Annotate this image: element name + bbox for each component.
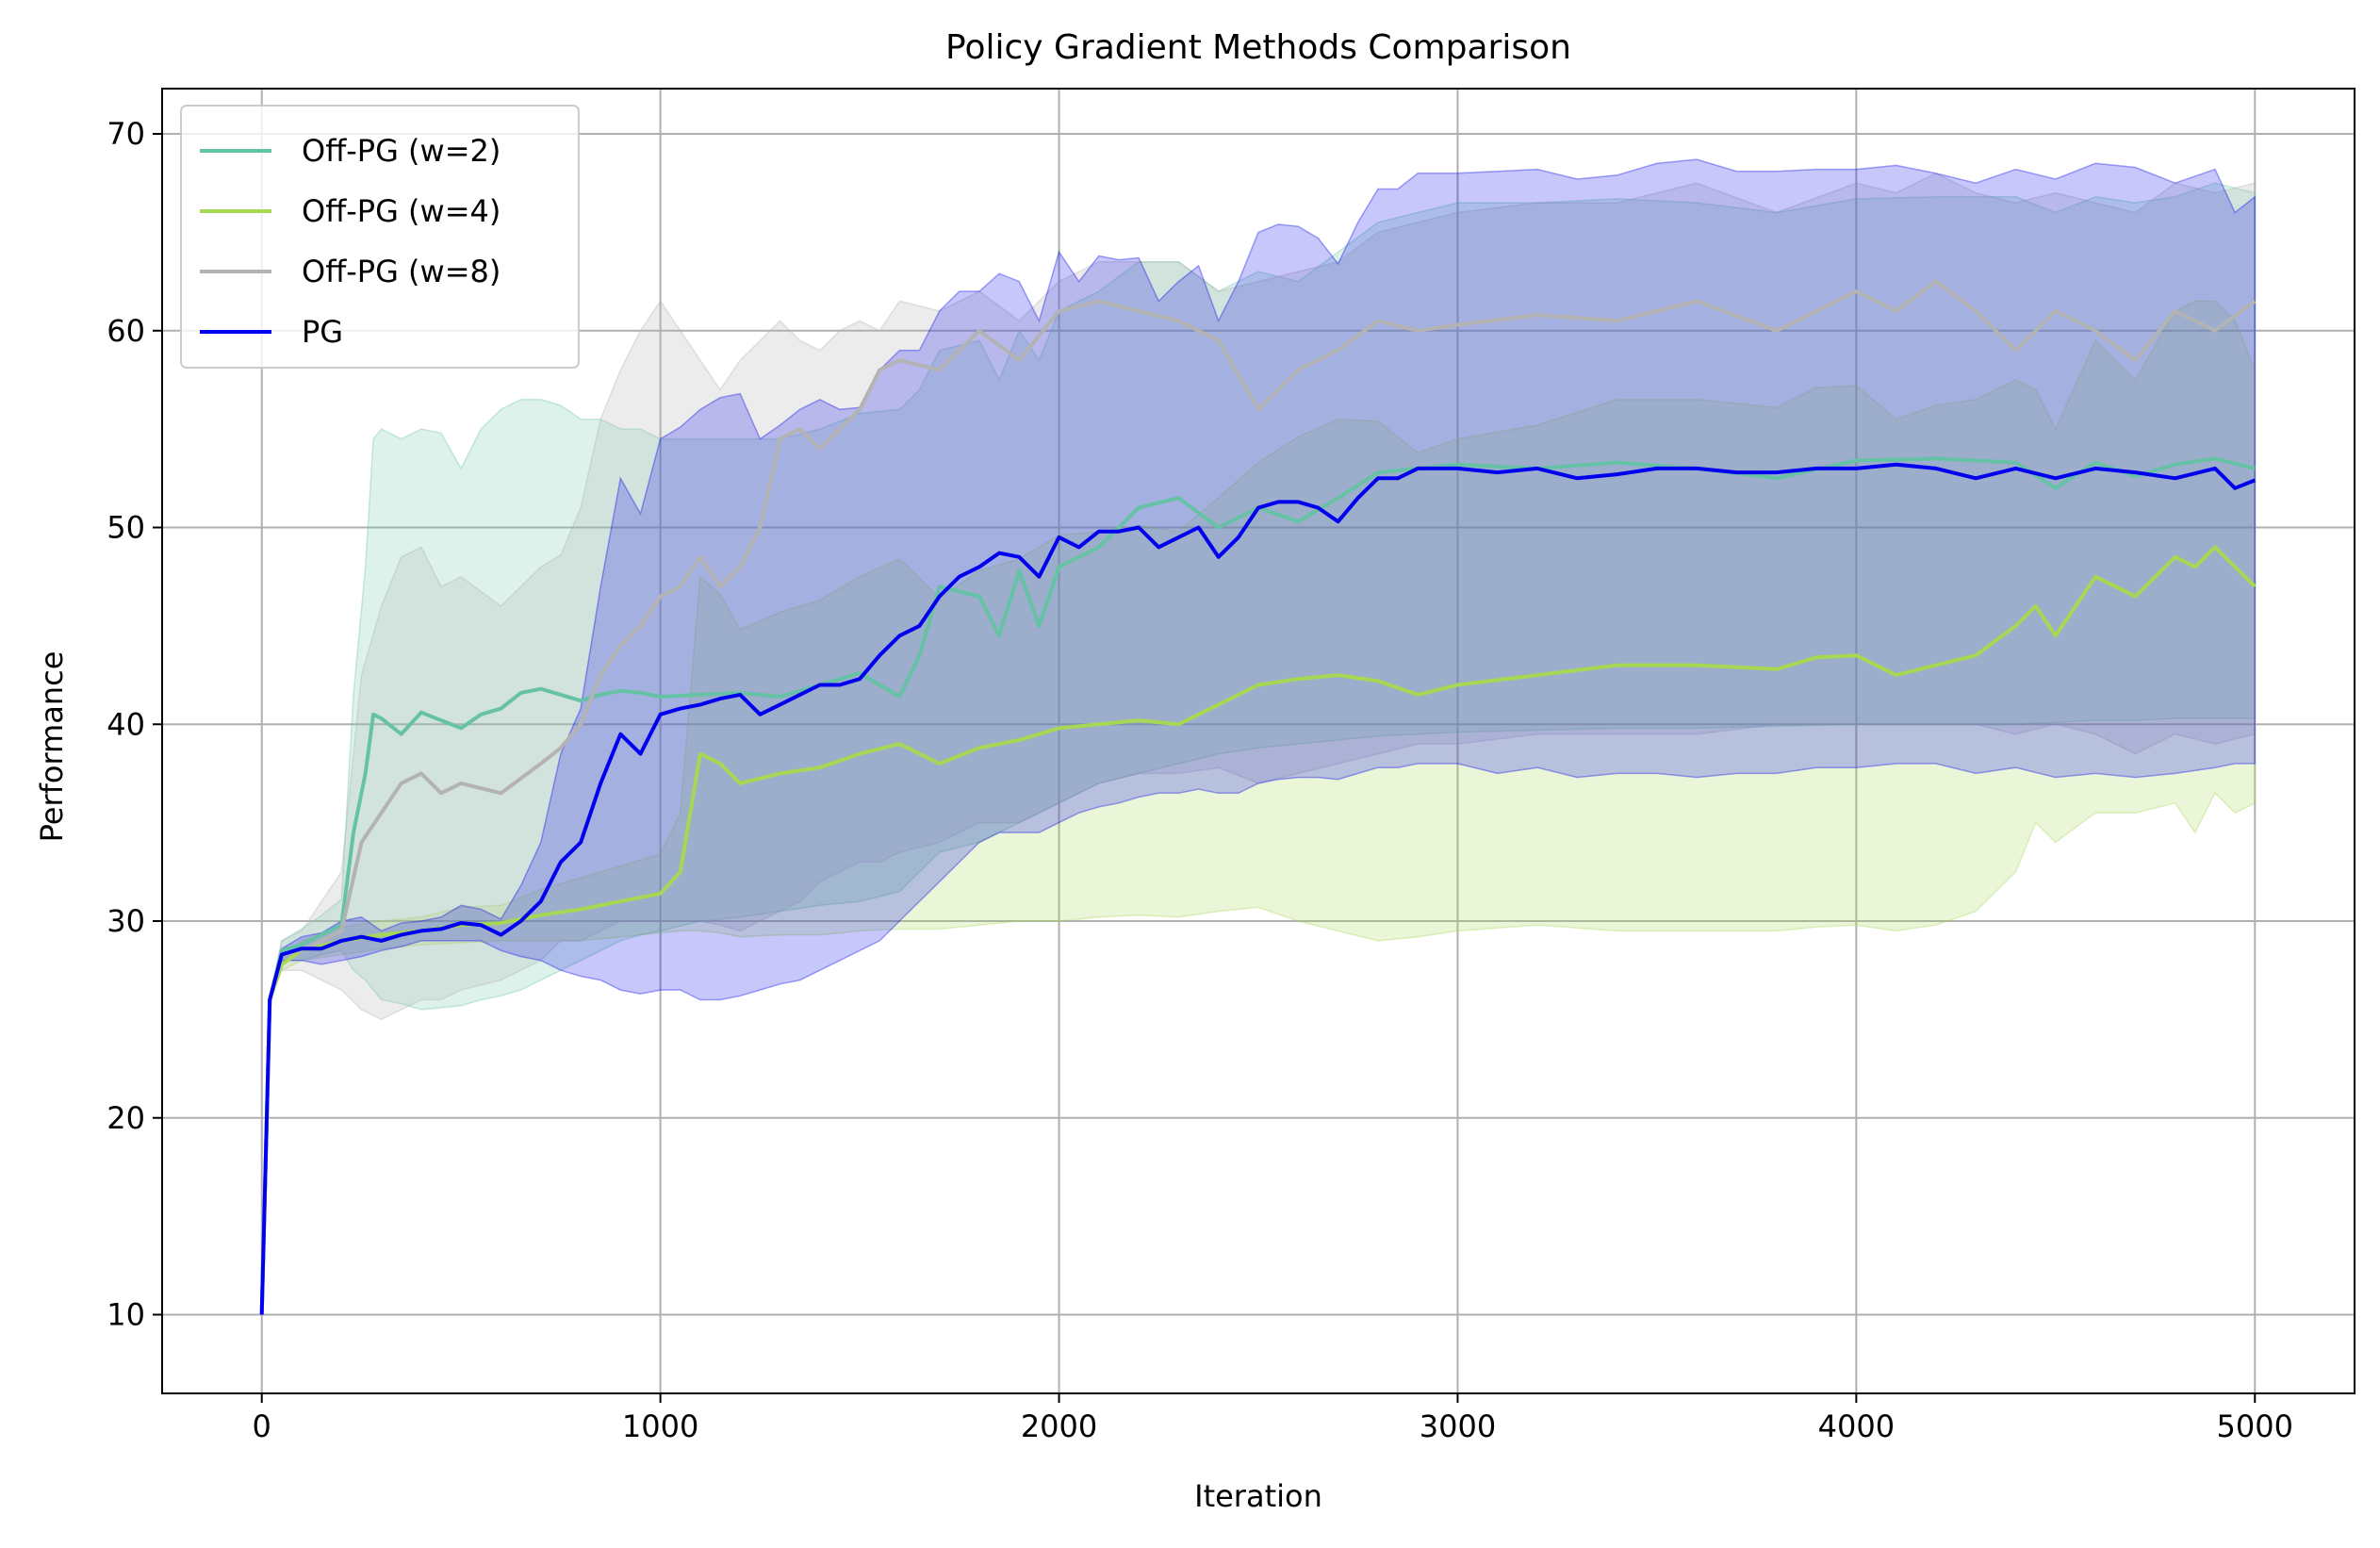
- legend-label-pg: PG: [302, 314, 343, 350]
- line-off-pg-w-4: [259, 545, 2257, 1315]
- series-lines: [259, 279, 2257, 1315]
- x-tick-label: 0: [253, 1408, 271, 1444]
- y-tick-label: 40: [107, 706, 145, 742]
- y-tick-label: 20: [107, 1100, 145, 1136]
- x-tick-label: 5000: [2217, 1408, 2293, 1444]
- grid: [162, 89, 2355, 1393]
- line-pg: [259, 462, 2257, 1315]
- band-off-pg-w-4: [260, 300, 2257, 1315]
- band-off-pg-w-8: [260, 172, 2257, 1315]
- legend-box: [180, 105, 580, 369]
- y-tick-label: 50: [107, 510, 145, 546]
- legend-label-off-pg-w-4: Off-PG (w=4): [302, 193, 501, 229]
- x-tick-label: 4000: [1818, 1408, 1895, 1444]
- y-tick-label: 30: [107, 903, 145, 939]
- y-tick-label: 70: [107, 116, 145, 152]
- plot-frame: [161, 88, 2355, 1394]
- x-tick-label: 3000: [1420, 1408, 1496, 1444]
- chart-title: Policy Gradient Methods Comparison: [945, 28, 1571, 67]
- x-tick-label: 2000: [1021, 1408, 1097, 1444]
- legend-label-off-pg-w-8: Off-PG (w=8): [302, 254, 501, 289]
- y-axis-label: Performance: [34, 651, 70, 843]
- x-tick-label: 1000: [622, 1408, 698, 1444]
- band-off-pg-w-2: [260, 182, 2257, 1315]
- x-axis-label: Iteration: [1194, 1478, 1322, 1514]
- y-tick-label: 10: [107, 1297, 145, 1333]
- y-tick-label: 60: [107, 313, 145, 349]
- axis-ticks: 0 1000 2000 3000 4000 5000 10 20 30 40 50 60 70: [107, 116, 2293, 1444]
- legend: Off-PG (w=2) Off-PG (w=4) Off-PG (w=8) PG: [180, 105, 580, 369]
- line-off-pg-w-8: [259, 279, 2257, 1315]
- legend-label-off-pg-w-2: Off-PG (w=2): [302, 133, 501, 169]
